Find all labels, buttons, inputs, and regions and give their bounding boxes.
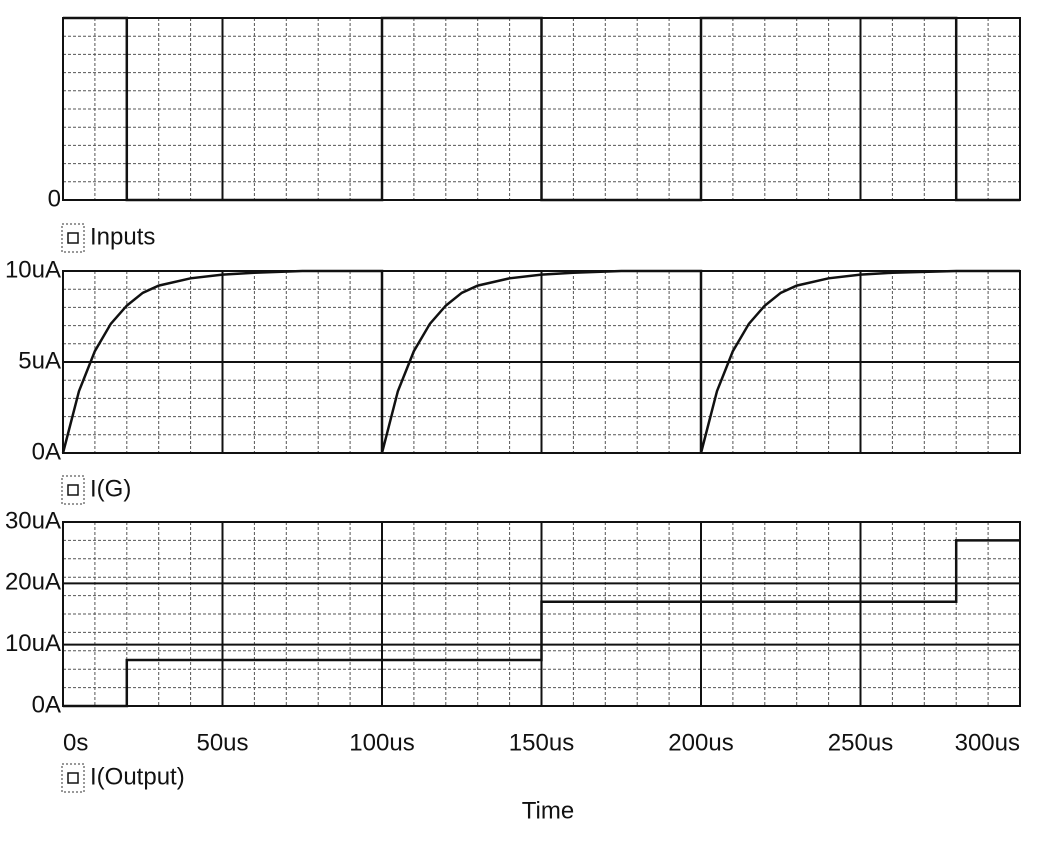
series-line [63,16,1020,202]
x-tick-label: 0s [63,729,88,756]
legend-label: Inputs [90,223,155,250]
legend-marker [67,772,79,784]
x-tick-label: 300us [955,729,1020,756]
y-tick-label: 20uA [5,569,61,596]
x-tick-label: 200us [668,729,733,756]
legend-box [61,223,85,253]
y-tick-label: 0A [32,438,61,465]
x-tick-label: 250us [828,729,893,756]
series-line [63,539,1020,708]
y-tick-label: 5uA [18,347,61,374]
legend-box [61,763,85,793]
legend-box [61,475,85,505]
x-axis-label: Time [522,797,574,824]
x-tick-label: 150us [509,729,574,756]
legend-label: I(Output) [90,763,185,790]
y-tick-label: 10uA [5,630,61,657]
y-tick-label: 0A [32,691,61,718]
legend-label: I(G) [90,475,131,502]
plot-frame [62,270,1021,454]
series-line [61,269,1020,454]
legend-marker [67,484,79,496]
x-tick-label: 100us [349,729,414,756]
plot-frame [62,521,1021,707]
y-tick-label: 10uA [5,256,61,283]
y-tick-label: 30uA [5,507,61,534]
y-tick-label: 0 [48,185,61,212]
legend-marker [67,232,79,244]
x-tick-label: 50us [196,729,248,756]
